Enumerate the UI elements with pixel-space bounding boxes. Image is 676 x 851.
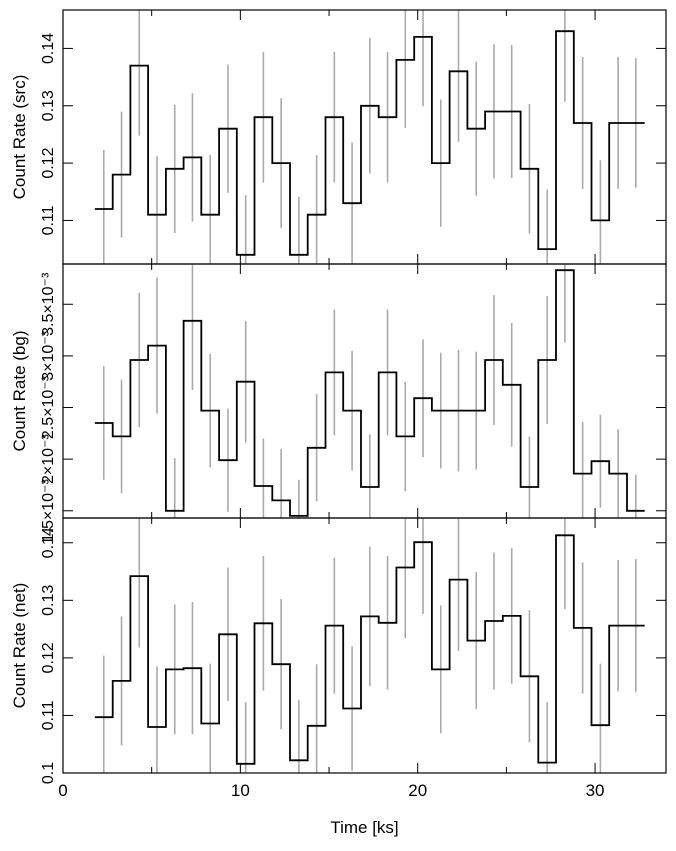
y-tick-label: 3.5×10⁻³ [40,272,57,336]
step-series-line [94,269,645,517]
panel-frame [62,517,667,774]
y-tick-label: 0.14 [40,33,57,64]
y-tick-label: 0.11 [40,205,57,235]
y-axis-label: Count Rate (net) [10,583,29,709]
x-tick-label: 10 [231,781,250,800]
y-tick-label: 3×10⁻³ [40,330,57,380]
x-tick-label: 20 [408,781,427,800]
y-tick-label: 2.5×10⁻³ [40,375,57,439]
y-tick-label: 0.1 [40,762,57,784]
y-tick-label: 0.12 [40,147,57,178]
y-tick-label: 1.5×10⁻³ [40,479,57,543]
y-axis-label: Count Rate (bg) [10,331,29,452]
panel-frame [62,263,667,519]
y-tick-label: 0.13 [40,90,57,121]
y-tick-label: 0.14 [40,527,57,558]
y-tick-label: 2×10⁻³ [40,434,57,484]
panel-frame [62,9,667,265]
y-tick-label: 0.11 [40,700,57,730]
y-tick-label: 0.12 [40,642,57,673]
x-tick-label: 0 [58,781,67,800]
step-series-line [94,534,645,765]
x-axis-label: Time [ks] [330,818,398,837]
step-series-line [94,30,645,256]
y-axis-label: Count Rate (src) [10,75,29,200]
y-tick-label: 0.13 [40,585,57,616]
x-tick-label: 30 [586,781,605,800]
